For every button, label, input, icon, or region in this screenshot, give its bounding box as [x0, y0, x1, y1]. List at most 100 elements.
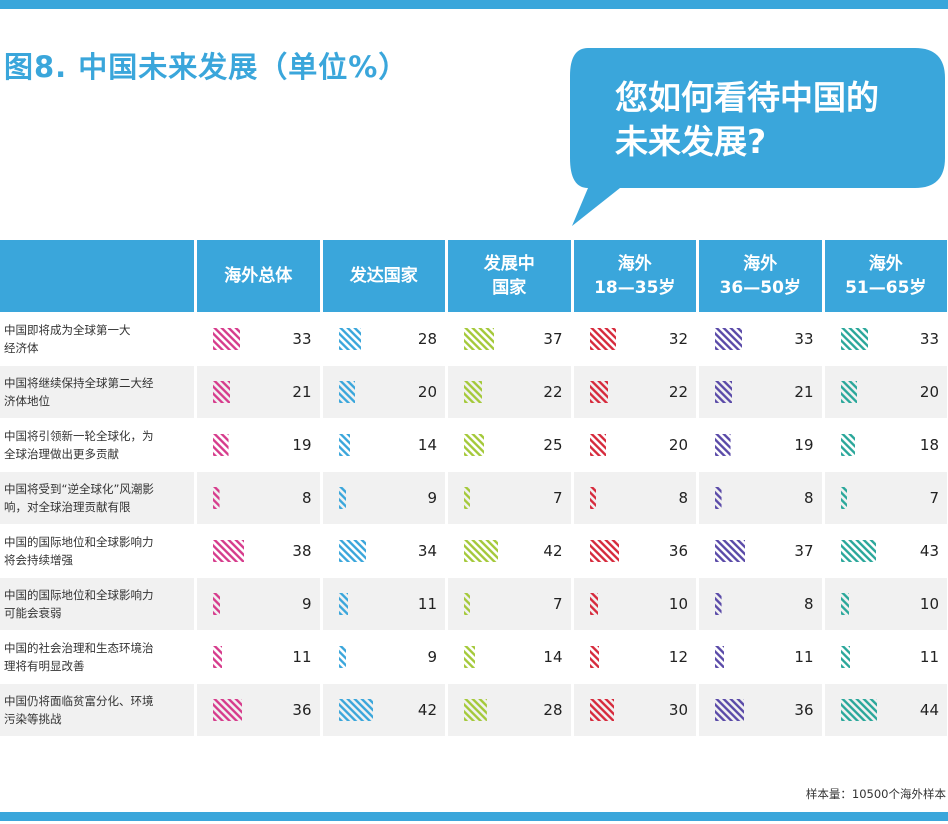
value-bar	[464, 646, 476, 668]
table-row: 中国的国际地位和全球影响力 可能会衰弱 9 11 7 10 8 10	[0, 578, 948, 630]
value-label: 36	[794, 701, 814, 719]
row-label: 中国的国际地位和全球影响力 将会持续增强	[4, 533, 190, 569]
value-label: 36	[292, 701, 312, 719]
table-row: 中国将引领新一轮全球化，为 全球治理做出更多贡献 19 14 25 20 19 18	[0, 419, 948, 471]
data-cell: 32	[573, 313, 696, 365]
column-header-line: 36—50岁	[719, 278, 801, 298]
data-cell: 42	[448, 525, 571, 577]
row-label-line: 理将有明显改善	[4, 659, 85, 673]
value-label: 20	[668, 436, 688, 454]
value-bar	[715, 487, 722, 509]
value-label: 8	[678, 489, 688, 507]
value-label: 12	[668, 648, 688, 666]
value-label: 28	[543, 701, 563, 719]
speech-bubble-line-2: 未来发展?	[615, 122, 767, 161]
data-cell: 14	[448, 631, 571, 683]
value-label: 21	[794, 383, 814, 401]
row-label: 中国的社会治理和生态环境治 理将有明显改善	[4, 639, 190, 675]
row-label-line: 中国将受到“逆全球化”风潮影	[4, 482, 154, 496]
value-bar	[338, 593, 348, 615]
value-label: 18	[919, 436, 939, 454]
value-label: 7	[552, 595, 563, 613]
value-bar	[338, 540, 367, 562]
value-bar	[464, 593, 470, 615]
column-header-line: 发达国家	[349, 266, 418, 286]
value-label: 37	[543, 330, 563, 348]
value-label: 44	[919, 701, 939, 719]
column-header-line: 海外	[868, 254, 903, 274]
value-bar	[213, 699, 243, 721]
data-cell: 20	[573, 419, 696, 471]
value-bar	[464, 434, 485, 456]
value-bar	[589, 434, 606, 456]
value-bar	[589, 699, 615, 721]
row-label: 中国将继续保持全球第二大经 济体地位	[4, 374, 190, 410]
data-cell: 33	[197, 313, 320, 365]
data-cell: 20	[824, 366, 947, 418]
row-label-cell: 中国仍将面临贫富分化、环境 污染等挑战	[0, 684, 194, 736]
value-bar	[715, 328, 742, 350]
data-cell: 36	[699, 684, 822, 736]
sample-size-note: 样本量：10500个海外样本	[805, 787, 946, 801]
row-label-line: 济体地位	[4, 394, 50, 408]
column-header: 海外 36—50岁	[699, 240, 822, 312]
data-cell: 42	[322, 684, 445, 736]
column-header: 海外总体	[197, 240, 320, 312]
data-cell: 37	[699, 525, 822, 577]
value-bar	[840, 487, 847, 509]
data-cell: 8	[573, 472, 696, 524]
value-bar	[464, 487, 470, 509]
column-header: 海外 18—35岁	[573, 240, 696, 312]
column-header-line: 18—35岁	[594, 278, 676, 298]
value-bar	[715, 593, 722, 615]
data-cell: 11	[699, 631, 822, 683]
row-label-cell: 中国将引领新一轮全球化，为 全球治理做出更多贡献	[0, 419, 194, 471]
top-accent-bar	[0, 0, 948, 9]
value-bar	[338, 699, 373, 721]
value-bar	[213, 434, 229, 456]
value-bar	[213, 593, 221, 615]
value-label: 25	[543, 436, 563, 454]
value-bar	[338, 487, 346, 509]
speech-bubble-line-1: 您如何看待中国的	[615, 78, 879, 117]
data-cell: 43	[824, 525, 947, 577]
value-label: 9	[301, 595, 312, 613]
row-label: 中国仍将面临贫富分化、环境 污染等挑战	[4, 692, 190, 728]
value-label: 33	[919, 330, 939, 348]
value-label: 43	[919, 542, 939, 560]
value-bar	[338, 646, 346, 668]
value-label: 20	[919, 383, 939, 401]
value-bar	[213, 540, 245, 562]
data-cell: 8	[699, 578, 822, 630]
data-cell: 8	[699, 472, 822, 524]
bottom-accent-bar	[0, 812, 948, 821]
value-bar	[589, 381, 608, 403]
value-label: 22	[543, 383, 563, 401]
row-label: 中国即将成为全球第一大 经济体	[4, 321, 190, 357]
row-label-line: 中国将继续保持全球第二大经	[4, 376, 154, 390]
value-bar	[589, 328, 616, 350]
row-label-line: 污染等挑战	[4, 712, 62, 726]
value-label: 9	[427, 489, 437, 507]
data-cell: 21	[197, 366, 320, 418]
row-label-line: 中国仍将面临贫富分化、环境	[4, 694, 154, 708]
value-bar	[840, 434, 856, 456]
data-cell: 9	[322, 631, 445, 683]
value-bar	[589, 487, 597, 509]
data-cell: 14	[322, 419, 445, 471]
column-header: 发展中 国家	[448, 240, 571, 312]
value-label: 33	[794, 330, 814, 348]
value-label: 14	[417, 436, 437, 454]
row-label-cell: 中国的社会治理和生态环境治 理将有明显改善	[0, 631, 194, 683]
data-cell: 22	[573, 366, 696, 418]
column-header: 海外 51—65岁	[824, 240, 947, 312]
value-label: 21	[292, 383, 312, 401]
value-bar	[715, 646, 724, 668]
header-corner-cell	[0, 240, 194, 312]
data-cell: 19	[197, 419, 320, 471]
data-cell: 10	[824, 578, 947, 630]
row-label-line: 经济体	[4, 341, 39, 355]
data-cell: 7	[448, 578, 571, 630]
row-label-cell: 中国的国际地位和全球影响力 将会持续增强	[0, 525, 194, 577]
chart-title: 图8. 中国未来发展（单位%）	[4, 50, 409, 84]
